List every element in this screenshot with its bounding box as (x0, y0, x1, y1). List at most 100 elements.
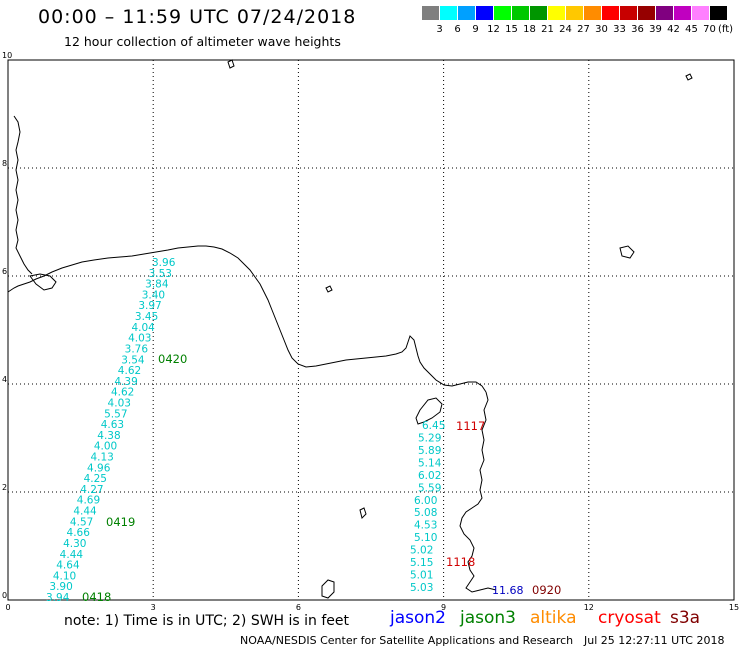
wave-value-left: 3.84 (145, 279, 169, 291)
x-tick-label: 3 (151, 603, 156, 612)
scale-label: 33 (613, 24, 626, 35)
pass-time-left: 0420 (158, 352, 187, 366)
x-tick-label: 0 (5, 603, 10, 612)
scale-swatch (638, 6, 655, 20)
y-tick-label: 4 (2, 375, 7, 384)
scale-label: 21 (541, 24, 554, 35)
island-small-south (321, 579, 335, 599)
island-northeast (685, 73, 693, 81)
wave-value-left: 4.10 (53, 570, 76, 582)
scale-label: 18 (523, 24, 536, 35)
wave-value-left: 4.96 (87, 462, 111, 474)
wave-value-left: 4.38 (97, 430, 120, 442)
wave-value-left: 3.54 (121, 354, 145, 366)
single-wave-value: 11.68 (492, 584, 524, 597)
scale-swatch (440, 6, 457, 20)
map-title: 00:00 – 11:59 UTC 07/24/2018 (38, 6, 357, 28)
satellite-altika: altika (530, 608, 577, 628)
pass-time-right: 0920 (532, 583, 561, 597)
pass-time-right: 1118 (446, 555, 475, 569)
scale-swatch (422, 6, 439, 20)
footer-credit: NOAA/NESDIS Center for Satellite Applica… (240, 634, 574, 647)
y-tick-label: 10 (2, 51, 12, 60)
island-near-coast (415, 397, 443, 425)
track-right: 6.455.295.895.146.025.596.005.084.535.10… (410, 420, 445, 594)
track-left-times: 0420 0419 0418 (82, 352, 187, 604)
wave-value-left: 4.57 (70, 516, 93, 528)
scale-swatch (656, 6, 673, 20)
wave-value-right: 6.00 (414, 495, 437, 507)
wave-value-right: 5.89 (418, 445, 441, 457)
wave-value-left: 3.90 (49, 581, 72, 593)
wave-value-left: 4.04 (131, 322, 155, 334)
wave-value-left: 4.62 (111, 387, 134, 399)
map-frame (7, 59, 735, 601)
wave-value-right: 5.02 (410, 545, 433, 557)
pass-time-left: 0419 (106, 515, 135, 529)
island-north (227, 59, 235, 69)
wave-value-left: 4.25 (84, 473, 107, 485)
pass-time-left: 0418 (82, 590, 111, 604)
scale-swatch (674, 6, 691, 20)
scale-label: 45 (685, 24, 698, 35)
wave-value-right: 5.08 (414, 507, 437, 519)
wave-value-left: 4.30 (63, 538, 86, 550)
x-tick-label: 15 (729, 603, 739, 612)
wave-value-left: 3.97 (138, 300, 161, 312)
scale-label: 12 (487, 24, 500, 35)
wave-value-left: 4.27 (80, 484, 103, 496)
wave-value-left: 4.62 (118, 365, 141, 377)
wave-value-left: 4.69 (77, 495, 100, 507)
track-left: 3.963.533.843.403.973.454.044.033.763.54… (46, 257, 176, 604)
scale-swatch (494, 6, 511, 20)
wave-value-left: 3.96 (152, 257, 176, 269)
coastline-peninsula (459, 391, 497, 593)
coastline-west-bay (13, 115, 33, 275)
scale-swatch (476, 6, 493, 20)
island-east (619, 245, 635, 259)
scale-swatch (512, 6, 529, 20)
wave-value-right: 5.29 (418, 432, 441, 444)
scale-swatch (710, 6, 727, 20)
x-tick-label: 9 (441, 603, 446, 612)
island-tiny-west (359, 507, 367, 519)
wave-value-right: 6.02 (418, 470, 441, 482)
scale-swatch (620, 6, 637, 20)
coastline-north-shore (7, 245, 487, 393)
scale-label: 3 (436, 24, 443, 35)
wave-value-left: 3.45 (135, 311, 158, 323)
wave-value-left: 4.63 (101, 419, 124, 431)
footer-timestamp: Jul 25 12:27:11 UTC 2018 (584, 634, 725, 647)
wave-value-left: 5.57 (104, 408, 127, 420)
wave-value-left: 4.66 (67, 527, 91, 539)
satellite-cryosat: cryosat (598, 608, 661, 628)
wave-value-left: 4.39 (114, 376, 137, 388)
map-subtitle: 12 hour collection of altimeter wave hei… (64, 34, 341, 49)
scale-swatch (584, 6, 601, 20)
scale-label: 36 (631, 24, 644, 35)
scale-swatch (530, 6, 547, 20)
footer-note: note: 1) Time is in UTC; 2) SWH is in fe… (64, 613, 350, 629)
x-tick-label: 6 (296, 603, 301, 612)
wave-value-left: 4.64 (56, 560, 80, 572)
scale-label: 39 (649, 24, 662, 35)
wave-value-right: 5.01 (410, 570, 433, 582)
wave-value-left: 4.03 (128, 333, 151, 345)
scale-label: 24 (559, 24, 572, 35)
island-tiny-north (325, 285, 333, 293)
wave-value-left: 3.76 (125, 343, 149, 355)
y-tick-label: 0 (2, 591, 7, 600)
wave-value-left: 3.53 (149, 268, 172, 280)
scale-unit: (ft) (718, 24, 734, 35)
scale-label: 15 (505, 24, 518, 35)
wave-value-right: 5.59 (418, 482, 441, 494)
scale-label: 27 (577, 24, 590, 35)
scale-label: 6 (454, 24, 461, 35)
scale-swatch (602, 6, 619, 20)
wave-value-left: 4.03 (108, 397, 131, 409)
scale-swatch (458, 6, 475, 20)
track-right-times: 1117 1118 0920 (446, 419, 561, 597)
wave-value-right: 5.03 (410, 582, 433, 594)
x-tick-label: 12 (584, 603, 594, 612)
